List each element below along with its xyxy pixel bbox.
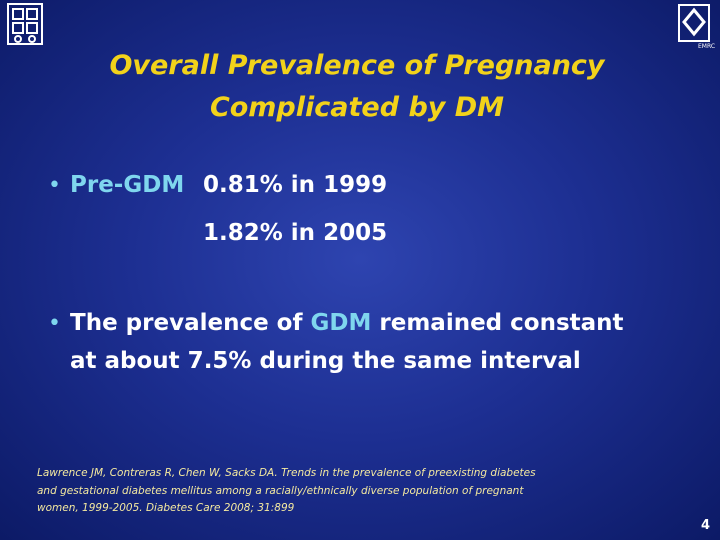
page-number: 4 [700,518,710,533]
logo-right: EMRC [678,4,715,50]
title-line: Complicated by DM [209,92,505,123]
logo-left [7,3,43,45]
bullet-line: 0.81% in 1999 [203,172,388,198]
logo-text: EMRC [698,43,715,50]
reference-line: women, 1999-2005. Diabetes Care 2008; 31… [37,502,295,514]
bullet-label: Pre-GDM [70,172,185,198]
text: The prevalence of [70,310,303,336]
bullet-text: The prevalence of GDM remained constant [70,310,624,336]
bullet: • [48,311,61,336]
reference-line: Lawrence JM, Contreras R, Chen W, Sacks … [37,467,536,479]
bullet-line: at about 7.5% during the same interval [70,348,581,374]
title-line: Overall Prevalence of Pregnancy [109,50,605,81]
reference-line: and gestational diabetes mellitus among … [37,485,524,497]
highlight: GDM [310,310,372,336]
bullet: • [48,173,61,198]
text: remained constant [379,310,624,336]
bullet-line: 1.82% in 2005 [203,220,388,246]
